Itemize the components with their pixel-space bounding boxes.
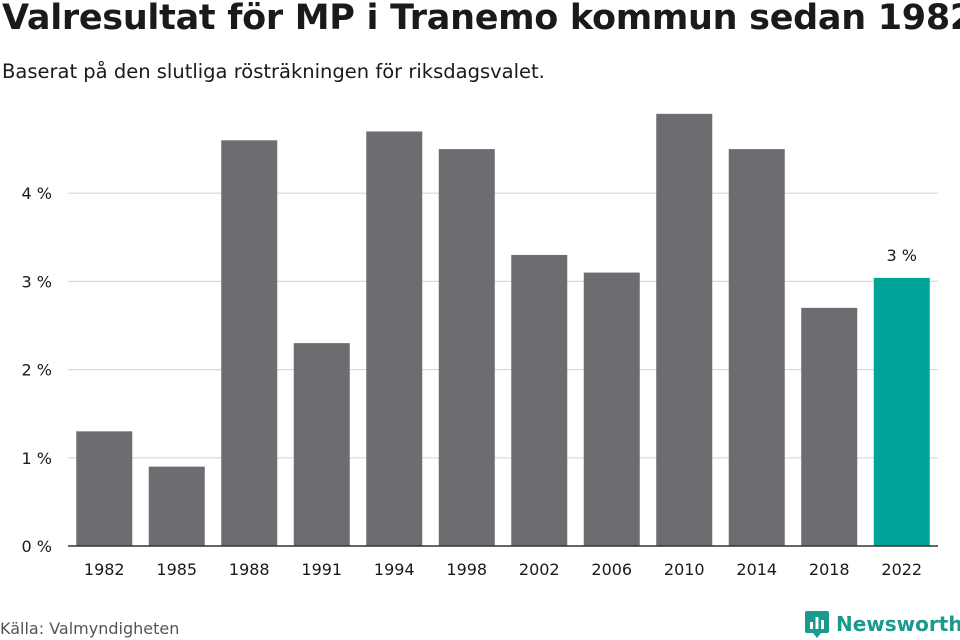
source-note: Källa: Valmyndigheten xyxy=(0,619,180,638)
bar-1985[interactable] xyxy=(148,466,205,546)
x-tick-label: 2010 xyxy=(664,560,705,579)
x-tick-label: 1994 xyxy=(374,560,415,579)
y-tick-label: 4 % xyxy=(22,184,52,203)
gridlines xyxy=(68,192,938,459)
bar-2014[interactable] xyxy=(728,149,785,546)
y-tick-label: 1 % xyxy=(22,449,52,468)
bar-chart-speech-bubble-icon xyxy=(805,611,829,638)
bar-1991[interactable] xyxy=(293,343,350,546)
bar-2022[interactable] xyxy=(873,277,930,546)
bar-2010[interactable] xyxy=(656,113,713,546)
bar-2002[interactable] xyxy=(511,254,568,546)
y-tick-label: 3 % xyxy=(22,272,52,291)
y-tick-label: 0 % xyxy=(22,537,52,556)
bar-2006[interactable] xyxy=(583,272,640,546)
bar-1982[interactable] xyxy=(76,431,133,546)
chart-title: Valresultat för MP i Tranemo kommun seda… xyxy=(2,0,960,38)
bar-1988[interactable] xyxy=(221,140,278,546)
x-tick-label: 1998 xyxy=(446,560,487,579)
chart-subtitle: Baserat på den slutliga rösträkningen fö… xyxy=(2,60,545,83)
bar-1998[interactable] xyxy=(438,149,495,546)
bar-2018[interactable] xyxy=(801,307,858,546)
x-tick-label: 1988 xyxy=(229,560,270,579)
bar-1994[interactable] xyxy=(366,131,423,546)
x-tick-label: 1982 xyxy=(84,560,125,579)
x-tick-label: 1985 xyxy=(156,560,197,579)
bar-chart: 0 % 1 % 2 % 3 % 4 % 1982 1985 1988 1991 1994 1998 2… xyxy=(22,113,938,579)
data-label-2022: 3 % xyxy=(887,246,917,265)
brand-name: Newsworthy xyxy=(836,612,960,636)
x-tick-label: 2006 xyxy=(591,560,632,579)
labels: 0 % 1 % 2 % 3 % 4 % 1982 1985 1988 1991 1994 1998 2… xyxy=(22,184,923,579)
x-tick-label: 2022 xyxy=(881,560,922,579)
x-tick-label: 2014 xyxy=(736,560,777,579)
newsworthy-logo[interactable]: Newsworthy xyxy=(804,608,960,640)
x-tick-label: 2018 xyxy=(809,560,850,579)
bars xyxy=(76,113,930,546)
x-tick-label: 2002 xyxy=(519,560,560,579)
x-tick-label: 1991 xyxy=(301,560,342,579)
y-tick-label: 2 % xyxy=(22,361,52,380)
